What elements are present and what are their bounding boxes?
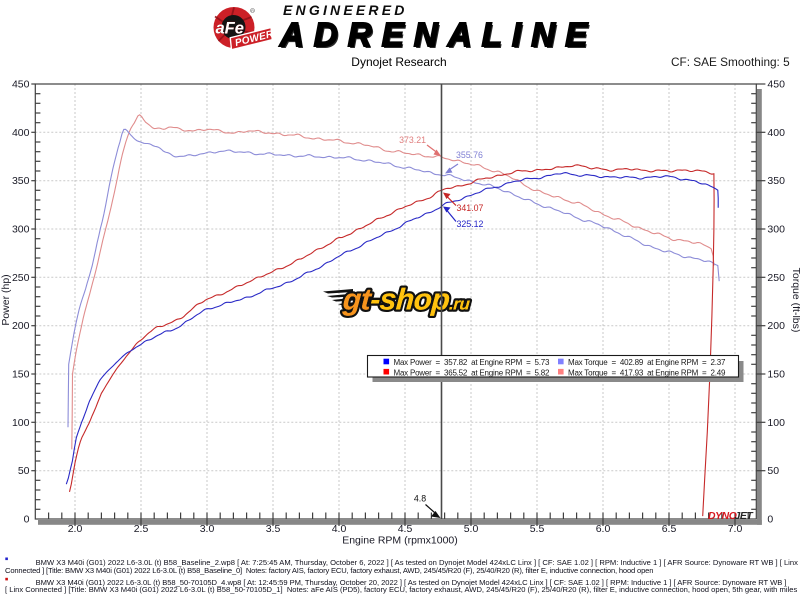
svg-text:400: 400 [767, 127, 785, 139]
svg-text:50: 50 [767, 465, 779, 477]
svg-text:3.0: 3.0 [200, 523, 215, 535]
svg-text:100: 100 [12, 417, 30, 429]
svg-text:300: 300 [12, 224, 30, 236]
svg-text:3.5: 3.5 [266, 523, 281, 535]
svg-text:200: 200 [12, 320, 30, 332]
svg-text:2.0: 2.0 [68, 523, 83, 535]
svg-text:Max Power = 365.52 at Engin: Max Power = 365.52 at Engine RPM = 5.82 [394, 368, 551, 377]
svg-text:7.0: 7.0 [728, 523, 743, 535]
svg-text:50: 50 [18, 465, 30, 477]
svg-text:100: 100 [767, 417, 785, 429]
svg-text:350: 350 [767, 175, 785, 187]
svg-text:200: 200 [767, 320, 785, 332]
svg-text:R: R [251, 9, 254, 13]
svg-text:Max Torque = 417.93 at Engi: Max Torque = 417.93 at Engine RPM = 2.49 [568, 368, 726, 377]
svg-text:4.5: 4.5 [398, 523, 413, 535]
svg-text:Max Power = 357.82 at Engin: Max Power = 357.82 at Engine RPM = 5.73 [394, 358, 551, 367]
svg-text:450: 450 [767, 79, 785, 91]
svg-text:gt-shop.ru: gt-shop.ru [341, 284, 472, 317]
svg-text:250: 250 [12, 272, 30, 284]
svg-text:341.07: 341.07 [457, 203, 484, 213]
svg-text:0: 0 [767, 514, 773, 526]
svg-text:0: 0 [24, 514, 30, 526]
svg-text:Torque (ft-lbs): Torque (ft-lbs) [790, 268, 800, 333]
svg-text:2.5: 2.5 [134, 523, 149, 535]
svg-text:DYNO: DYNO [708, 511, 737, 522]
svg-text:6.0: 6.0 [596, 523, 611, 535]
svg-text:250: 250 [767, 272, 785, 284]
svg-text:400: 400 [12, 127, 30, 139]
svg-text:4.8: 4.8 [414, 494, 426, 504]
svg-text:300: 300 [767, 224, 785, 236]
svg-text:150: 150 [12, 369, 30, 381]
svg-text:350: 350 [12, 175, 30, 187]
svg-text:Power (hp): Power (hp) [0, 274, 12, 325]
svg-text:373.21: 373.21 [399, 135, 426, 145]
svg-text:Engine RPM (rpmx1000): Engine RPM (rpmx1000) [342, 535, 458, 547]
svg-text:355.76: 355.76 [456, 150, 483, 160]
svg-text:450: 450 [12, 79, 30, 91]
svg-text:JET: JET [735, 511, 755, 522]
svg-text:Max Torque = 402.89 at Engi: Max Torque = 402.89 at Engine RPM = 2.37 [568, 358, 726, 367]
svg-text:6.5: 6.5 [662, 523, 677, 535]
svg-text:325.12: 325.12 [457, 219, 484, 229]
svg-text:5.5: 5.5 [530, 523, 545, 535]
svg-text:5.0: 5.0 [464, 523, 479, 535]
svg-text:150: 150 [767, 369, 785, 381]
svg-text:gt-shop.ru: gt-shop.ru [341, 284, 472, 317]
svg-text:aFe: aFe [216, 20, 244, 38]
svg-text:4.0: 4.0 [332, 523, 347, 535]
